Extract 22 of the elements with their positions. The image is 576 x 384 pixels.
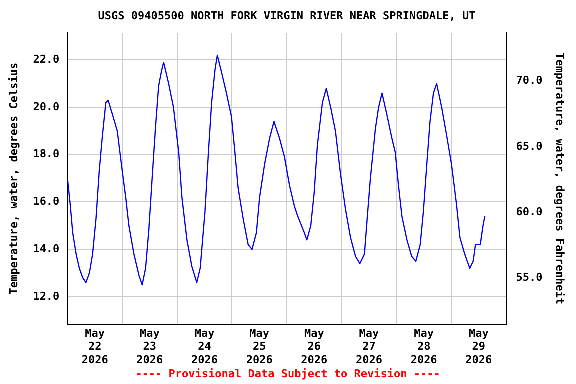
y-tick-label: 18.0 [33,148,60,161]
y-tick-label: 14.0 [33,242,60,256]
x-tick-label: May 27 2026 [356,326,383,366]
y2-tick-label: 70.0 [516,74,543,88]
y-tick-label: 12.0 [33,290,60,303]
y2-tick-label: 60.0 [516,206,543,219]
x-tick-label: May 25 2026 [246,326,274,366]
y2-axis-title: Temperature, water, degrees Fahrenheit [554,52,567,305]
x-tick-label: May 29 2026 [466,326,493,366]
x-tick-label: May 28 2026 [410,326,438,366]
x-tick-label: May 22 2026 [82,326,109,366]
x-tick-label: May 26 2026 [301,326,328,366]
y-axis-title: Temperature, water, degrees Celsius [7,62,20,295]
y-tick-label: 20.0 [33,100,60,114]
text: ---- Provisional Data Subject to Revision ---- [136,367,440,380]
x-tick-label: May 23 2026 [136,326,164,366]
y-tick-label: 16.0 [33,195,60,208]
y-tick-label: 22.0 [33,53,60,66]
y2-tick-label: 55.0 [516,271,543,284]
y2-tick-label: 65.0 [516,140,543,153]
chart-title: USGS 09405500 NORTH FORK VIRGIN RIVER NEAR SPRINGDALE, UT [98,9,476,22]
x-tick-label: May 24 2026 [192,326,218,366]
